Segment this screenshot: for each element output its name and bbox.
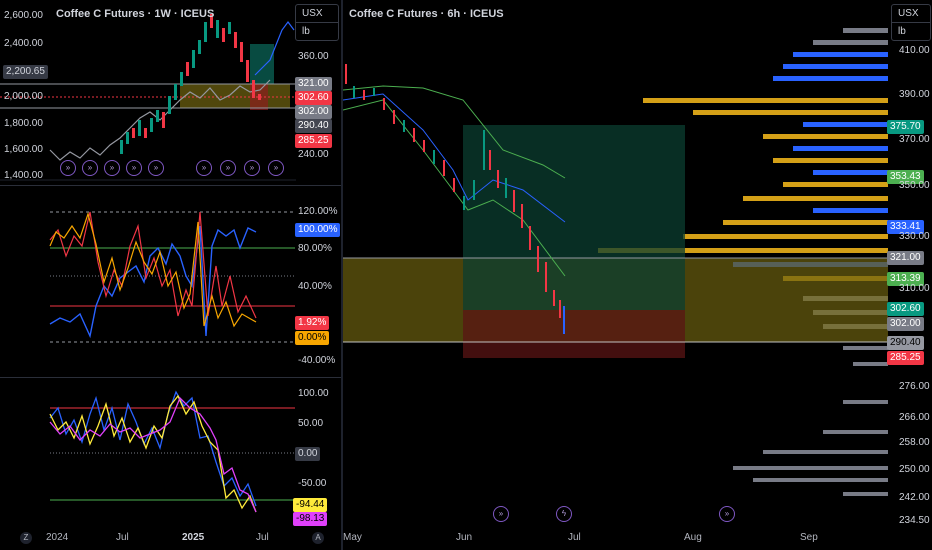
osc1-tag-red: 1.92% — [295, 316, 330, 330]
weekly-candles — [120, 14, 261, 154]
six-hour-tag-321: 321.00 — [887, 251, 924, 265]
six-hour-axis-label: 410.00 — [899, 45, 930, 56]
six-hour-axis-label: 330.00 — [899, 231, 930, 242]
weekly-chart-pane[interactable]: Coffee C Futures · 1W · ICEUS USX lb 2,6… — [0, 0, 341, 185]
six-hour-axis-label: 234.50 — [899, 515, 930, 526]
six-hour-candles — [345, 64, 565, 334]
oscillator-pane-index[interactable]: 100.00 50.00 0.00 -50.00 -94.44 -98.13 — [0, 378, 341, 526]
six-hour-axis-label: 310.00 — [899, 283, 930, 294]
six-hour-tag-290: 290.40 — [887, 336, 924, 350]
osc1-axis-label: 80.00% — [298, 243, 332, 254]
six-hour-chart-pane[interactable]: Coffee C Futures · 6h · ICEUS USX lb 410… — [343, 0, 932, 526]
six-hour-event-icon[interactable]: » — [719, 506, 735, 522]
pane-divider[interactable] — [341, 0, 343, 550]
weight-unit[interactable]: lb — [296, 22, 338, 40]
six-hour-axis-label: 242.00 — [899, 492, 930, 503]
weekly-chart-title: Coffee C Futures · 1W · ICEUS — [56, 8, 215, 20]
time-axis-label: Jul — [256, 532, 269, 543]
osc1-tag-blue: 100.00% — [295, 223, 341, 237]
weekly-event-icon[interactable]: » — [220, 160, 236, 176]
oscillator-pane-percent[interactable]: 120.00% 100.00% 80.00% 40.00% 1.92% 0.00… — [0, 186, 341, 377]
osc1-axis-label: 40.00% — [298, 281, 332, 292]
osc2-tag-yellow: -94.44 — [293, 498, 328, 512]
osc2-axis-label: 100.00 — [298, 388, 329, 399]
six-hour-tag-302-60: 302.60 — [887, 302, 924, 316]
currency-unit[interactable]: USX — [898, 8, 919, 19]
six-hour-axis-label: 350.00 — [899, 180, 930, 191]
time-axis-label: Aug — [684, 532, 702, 543]
weekly-event-icon[interactable]: » — [268, 160, 284, 176]
six-hour-chart-canvas — [343, 28, 888, 496]
time-axis-label: May — [343, 532, 362, 543]
weekly-tag-302: 302.00 — [295, 105, 332, 119]
weekly-event-icon[interactable]: » — [60, 160, 76, 176]
osc2-axis-label: -50.00 — [298, 478, 327, 489]
six-hour-event-icon[interactable]: » — [493, 506, 509, 522]
weekly-event-icon[interactable]: » — [104, 160, 120, 176]
osc2-axis-label: 50.00 — [298, 418, 324, 429]
weekly-unit-selector[interactable]: USX lb — [295, 4, 339, 41]
weekly-axis-label: 1,600.00 — [4, 144, 43, 155]
six-hour-axis-label: 266.00 — [899, 412, 930, 423]
oscillator-percent-canvas — [49, 211, 295, 343]
weekly-price-tag: 2,200.65 — [3, 65, 48, 79]
six-hour-tag-285: 285.25 — [887, 351, 924, 365]
currency-unit[interactable]: USX — [302, 8, 323, 19]
osc1-axis-label: -40.00% — [298, 355, 336, 366]
weekly-event-icon[interactable]: » — [244, 160, 260, 176]
time-axis-label: Jun — [456, 532, 473, 543]
auto-scale-button[interactable]: A — [312, 532, 324, 544]
six-hour-chart-title: Coffee C Futures · 6h · ICEUS — [349, 8, 504, 20]
weekly-tag-302-60: 302.60 — [295, 91, 332, 105]
weekly-axis-label: 1,400.00 — [4, 170, 43, 181]
weekly-axis-label: 1,800.00 — [4, 118, 43, 129]
six-hour-tag-353: 353.43 — [887, 170, 924, 184]
time-axis-label: Jul — [568, 532, 581, 543]
weekly-event-icon[interactable]: » — [148, 160, 164, 176]
six-hour-tag-333: 333.41 — [887, 220, 924, 234]
weekly-axis-label: 2,600.00 — [4, 10, 43, 21]
weekly-tag-290: 290.40 — [295, 119, 332, 133]
weekly-event-icon[interactable]: » — [126, 160, 142, 176]
weekly-axis-label: 2,000.00 — [4, 91, 43, 102]
time-axis-label: Jul — [116, 532, 129, 543]
six-hour-tag-375: 375.70 — [887, 120, 924, 134]
six-hour-axis-label: 258.00 — [899, 437, 930, 448]
weekly-right-axis-label: 240.00 — [298, 149, 329, 160]
weekly-event-icon[interactable]: » — [196, 160, 212, 176]
six-hour-axis-label: 390.00 — [899, 89, 930, 100]
zoom-reset-button[interactable]: Z — [20, 532, 32, 544]
weekly-chart-canvas — [0, 14, 296, 181]
osc2-tag-magenta: -98.13 — [293, 512, 328, 526]
osc1-axis-label: 120.00% — [298, 206, 338, 217]
weekly-tag-285: 285.25 — [295, 134, 332, 148]
six-hour-axis-label: 370.00 — [899, 134, 930, 145]
six-hour-axis-label: 276.00 — [899, 381, 930, 392]
time-axis-label: Sep — [800, 532, 818, 543]
six-hour-tag-313: 313.39 — [887, 272, 924, 286]
six-hour-tag-302: 302.00 — [887, 317, 924, 331]
six-hour-axis-label: 250.00 — [899, 464, 930, 475]
weight-unit[interactable]: lb — [892, 22, 930, 40]
weekly-event-icon[interactable]: » — [82, 160, 98, 176]
time-axis-label: 2024 — [46, 532, 69, 543]
osc2-tag-zero: 0.00 — [295, 447, 321, 461]
weekly-tag-321: 321.00 — [295, 77, 332, 91]
six-hour-unit-selector[interactable]: USX lb — [891, 4, 931, 41]
six-hour-dividend-icon[interactable]: ϟ — [556, 506, 572, 522]
time-axis[interactable]: Z 2024 Jul 2025 Jul A May Jun Jul Aug Se… — [0, 526, 932, 550]
time-axis-label: 2025 — [182, 532, 205, 543]
oscillator-index-canvas — [49, 390, 295, 513]
osc1-tag-orange: 0.00% — [295, 331, 330, 345]
weekly-axis-label: 2,400.00 — [4, 38, 43, 49]
weekly-right-axis-label: 360.00 — [298, 51, 329, 62]
